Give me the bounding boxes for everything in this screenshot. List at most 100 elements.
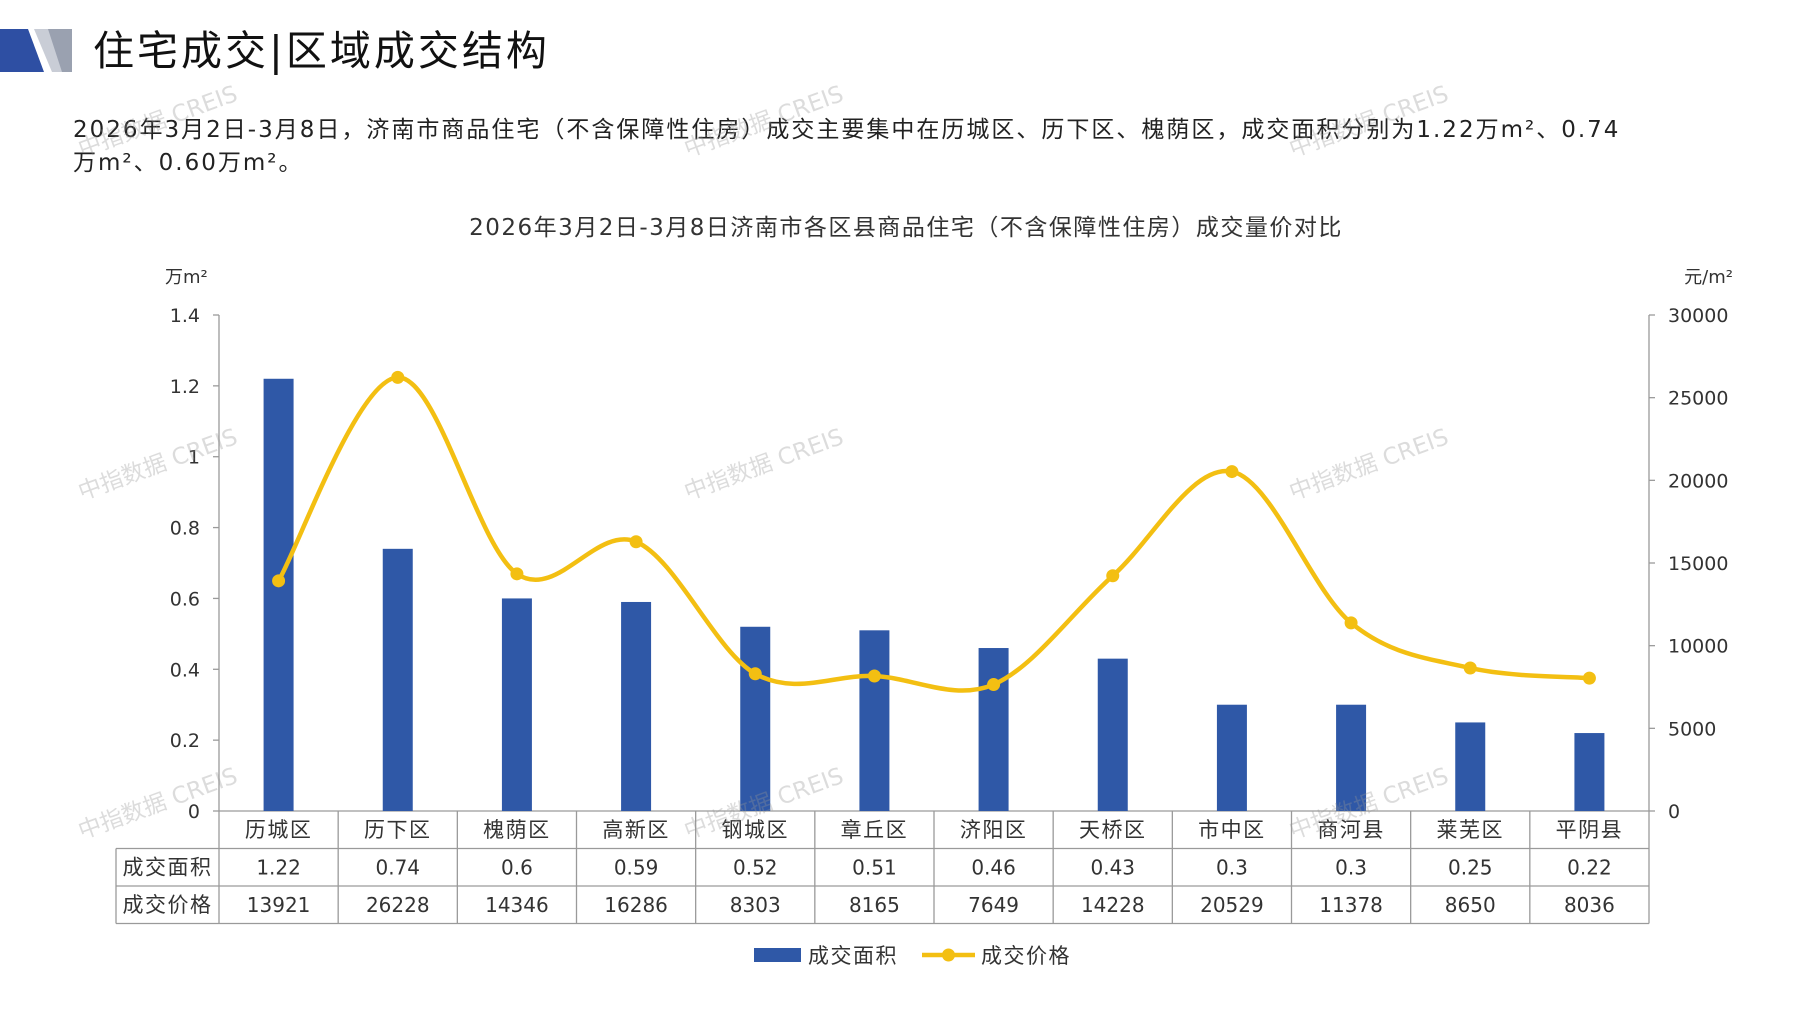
table-cell-value: 0.22 [1567,856,1612,880]
legend: 成交面积 成交价格 [754,944,1071,968]
table-cell-value: 0.52 [733,856,778,880]
table-cell-value: 8036 [1564,893,1615,917]
line-series [272,370,1596,693]
y-left-tick-label: 1.4 [170,305,200,327]
legend-swatch-bar [754,948,801,962]
line-point [1106,569,1120,583]
y-left-tick-label: 0.8 [170,518,200,540]
y-left-unit-label: 万m² [165,267,208,288]
legend-swatch-point [942,948,955,962]
header-decoration-dark-wedge [48,29,72,72]
bar-mark [1097,658,1128,811]
y-right-tick-label: 30000 [1668,305,1728,327]
bar-mark [740,626,771,811]
x-category-label: 槐荫区 [483,818,551,842]
x-category-label: 钢城区 [722,818,790,842]
y-left-tick-label: 0.4 [170,659,200,681]
table-cell-value: 0.3 [1335,856,1367,880]
table-cell-value: 26228 [366,893,430,917]
bar-mark [621,601,652,811]
x-category-label: 天桥区 [1079,818,1147,842]
line-point [1225,465,1239,479]
x-category-label: 高新区 [602,818,670,842]
line-point [629,535,643,549]
bar-mark [263,378,294,811]
table-cell-value: 16286 [604,893,668,917]
bar-mark [978,648,1009,811]
table-cell-value: 0.3 [1216,856,1248,880]
table-cell-value: 7649 [968,893,1019,917]
summary-line: 2026年3月2日-3月8日，济南市商品住宅（不含保障性住房）成交主要集中在历城… [73,117,1621,143]
y-right-tick-label: 10000 [1668,636,1728,658]
legend-item-area: 成交面积 [754,944,898,968]
table-cell-value: 20529 [1200,893,1264,917]
bar-mark [501,598,532,811]
line-point [391,370,405,384]
bar-mark [1455,722,1486,811]
y-right-unit-label: 元/m² [1684,267,1733,288]
summary-line: 万m²、0.60万m²。 [73,150,304,176]
line-point [510,567,524,581]
y-left-tick-label: 1.2 [170,376,200,398]
table-cell-value: 14346 [485,893,549,917]
price-line [276,375,1592,693]
x-category-label: 历城区 [245,818,313,842]
legend-label: 成交面积 [808,944,898,968]
table-cell-value: 13921 [247,893,311,917]
y-left-tick-label: 0.2 [170,730,200,752]
bar-mark [1574,733,1605,811]
line-point [1582,671,1596,685]
table-cell-value: 0.74 [375,856,420,880]
x-category-label: 平阴县 [1556,818,1624,842]
bar-series [263,378,1605,811]
table-cell-value: 0.25 [1448,856,1493,880]
bar-mark [859,630,890,811]
line-point [987,678,1001,692]
legend-item-price: 成交价格 [922,944,1071,968]
y-right-tick-label: 15000 [1668,553,1728,575]
table-cell-value: 1.22 [256,856,301,880]
table-cell-value: 8650 [1445,893,1496,917]
table-cell-value: 0.59 [614,856,659,880]
table-cell-value: 0.43 [1090,856,1135,880]
table-cell-value: 0.6 [501,856,533,880]
summary-paragraph: 2026年3月2日-3月8日，济南市商品住宅（不含保障性住房）成交主要集中在历城… [73,114,1773,180]
y-right-tick-label: 0 [1668,801,1680,823]
legend-label: 成交价格 [981,944,1071,968]
x-category-label: 章丘区 [841,818,909,842]
line-point [748,667,762,681]
line-point [1463,661,1477,675]
table-cell-value: 0.51 [852,856,897,880]
y-left-tick-label: 0 [188,801,200,823]
table-cell-value: 0.46 [971,856,1016,880]
bar-mark [1336,704,1367,811]
table-cell-value: 11378 [1319,893,1383,917]
table-row-label: 成交面积 [123,856,213,880]
header-decoration [0,29,72,72]
y-right-tick-label: 20000 [1668,470,1728,492]
chart-title: 2026年3月2日-3月8日济南市各区县商品住宅（不含保障性住房）成交量价对比 [469,215,1343,241]
table-cell-value: 14228 [1081,893,1145,917]
line-point [1344,616,1358,630]
line-point [867,669,881,683]
x-category-label: 历下区 [364,818,432,842]
table-row-label: 成交价格 [123,893,213,917]
page-title: 住宅成交|区域成交结构 [93,27,550,75]
line-point [272,574,286,588]
y-right-tick-label: 5000 [1668,718,1716,740]
x-category-label: 市中区 [1198,818,1266,842]
x-category-label: 莱芜区 [1437,818,1505,842]
header-decoration-blue-block [0,29,44,72]
table-cell-value: 8165 [849,893,900,917]
table-cell-value: 8303 [730,893,781,917]
x-category-label: 济阳区 [960,818,1028,842]
y-right-tick-label: 25000 [1668,388,1728,410]
y-left-tick-label: 0.6 [170,588,200,610]
axes: 0 0.2 0.4 0.6 0.8 1 1.2 1.4 0 5000 10000 15000 20000… [170,305,1729,823]
bar-mark [1216,704,1247,811]
y-left-tick-label: 1 [188,447,200,469]
bar-mark [382,548,413,811]
x-category-label: 商河县 [1317,818,1385,842]
